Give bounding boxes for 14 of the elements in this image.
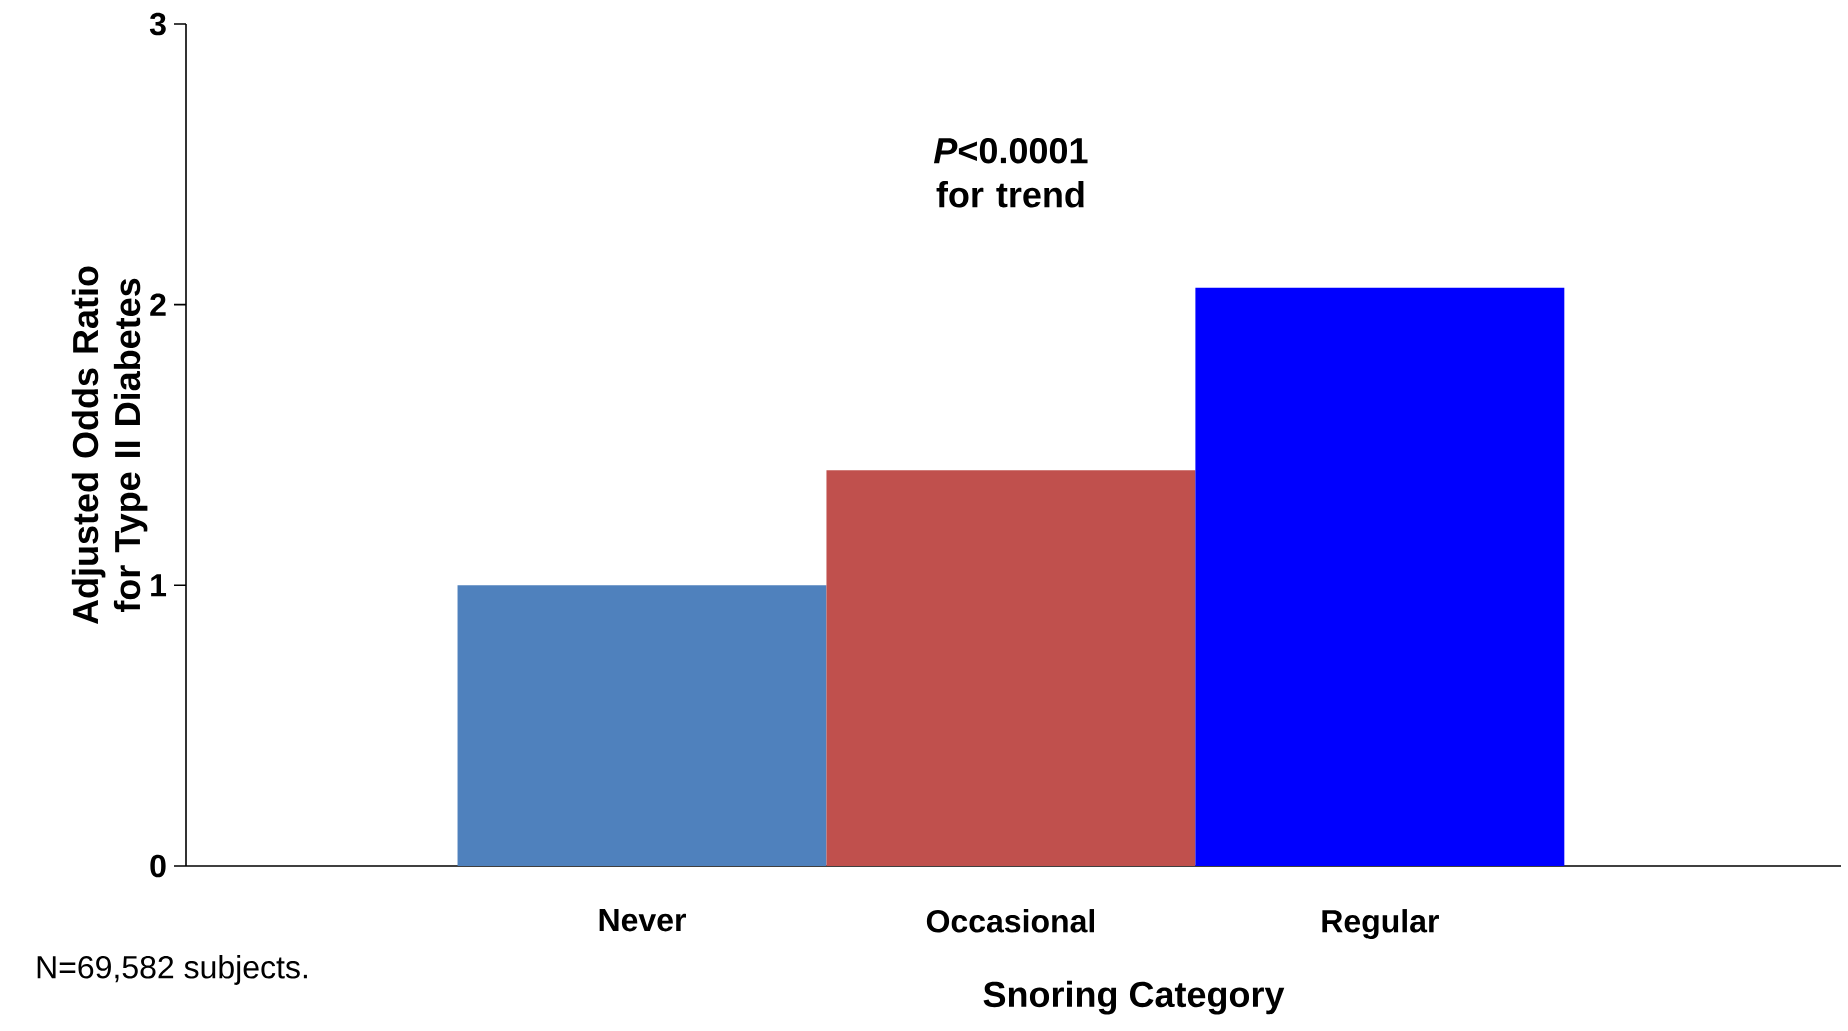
x-axis-title: Snoring Category: [983, 980, 1285, 1015]
y-tick-label: 1: [151, 574, 167, 597]
bar: [457, 585, 827, 866]
bar: [1195, 287, 1565, 866]
x-tick-label: Occasional: [926, 909, 1095, 933]
annotation: P<0.0001 for trend: [933, 137, 1088, 208]
x-tick-label: Regular: [1322, 909, 1439, 940]
y-tick-label: 3: [149, 12, 166, 36]
x-tick-label: Never: [599, 909, 686, 932]
y-axis-title: Adjusted Odds Ratio for Type II Diabetes: [71, 266, 148, 625]
y-tick-label: 0: [150, 854, 166, 878]
y-tick-label: 2: [150, 293, 166, 316]
bar: [826, 470, 1196, 866]
text: N=69,582 subjects.: [37, 955, 307, 985]
